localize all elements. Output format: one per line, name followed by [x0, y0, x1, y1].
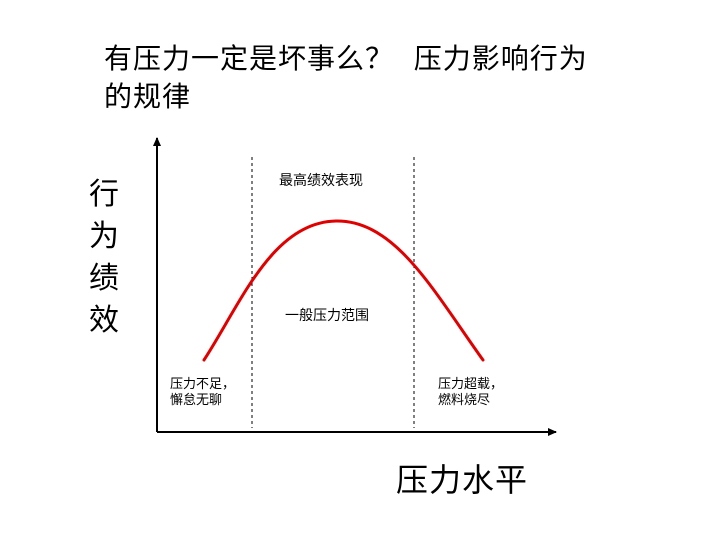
low-pressure-note-line-1: 压力不足，	[170, 377, 236, 392]
normal-pressure-range-label: 一般压力范围	[285, 308, 369, 324]
y-axis-label-char: 绩	[89, 261, 119, 296]
overload-note-line-2: 燃料烧尽	[438, 393, 491, 408]
y-axis-label-char: 为	[89, 219, 119, 254]
performance-curve	[202, 219, 485, 362]
low-pressure-note-line-2: 懈怠无聊	[170, 393, 223, 408]
x-axis-label: 压力水平	[396, 461, 529, 499]
low-pressure-note: 压力不足， 懈怠无聊	[170, 377, 235, 409]
overload-note-line-1: 压力超载，	[438, 377, 504, 392]
y-axis-label: 行 为 绩 效	[84, 174, 124, 342]
y-axis-label-char: 效	[89, 303, 119, 338]
y-axis-label-char: 行	[89, 177, 119, 212]
title-line-1: 有压力一定是坏事么？ 压力影响行为	[104, 42, 588, 75]
page-title: 有压力一定是坏事么？ 压力影响行为 的规律	[104, 40, 664, 116]
title-line-2: 的规律	[104, 80, 192, 113]
overload-note: 压力超载， 燃料烧尽	[438, 377, 503, 409]
peak-performance-label: 最高绩效表现	[279, 173, 363, 189]
